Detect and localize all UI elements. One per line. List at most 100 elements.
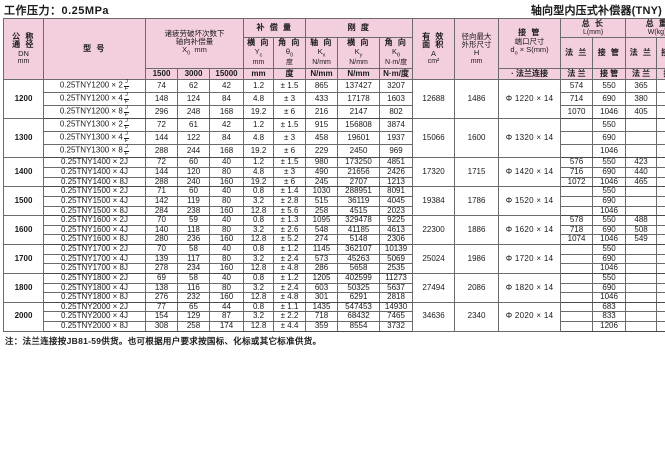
cell-nozzle-size: Φ 1320 × 14 bbox=[498, 118, 562, 159]
cell-x15000: 168 bbox=[208, 144, 245, 159]
cell-model: 0.25TNY1500 × 2J bbox=[43, 186, 146, 197]
cell-theta: ± 2.8 bbox=[273, 195, 307, 207]
col-comp-lateral-unit: mm bbox=[243, 67, 275, 81]
table-row: 0.25TNY1400 × 8J 288 240 160 19.2 ± 6 245 2707 1… bbox=[4, 176, 665, 188]
cell-radial-dimension: 1986 bbox=[454, 244, 500, 274]
cell-model: 0.25TNY1800 × 8J bbox=[43, 292, 146, 303]
col-stiffness-group: 刚 度 bbox=[305, 17, 414, 39]
cell-weight-flange bbox=[625, 292, 658, 303]
cell-length-flange bbox=[560, 253, 594, 265]
cell-length-flange: 714 bbox=[560, 92, 594, 107]
cell-weight-tube: 250 bbox=[656, 118, 665, 133]
cell-nozzle-size: Φ 1420 × 14 bbox=[498, 157, 562, 188]
table-row: 1600 0.25TNY1600 × 2J 70 59 40 0.8 ± 1.3 1095 32… bbox=[3, 215, 665, 246]
cell-x15000: 40 bbox=[208, 244, 245, 255]
cell-nozzle-size: Φ 1620 × 14 bbox=[498, 215, 562, 246]
cell-dn: 1800 bbox=[3, 272, 44, 303]
cell-ktheta: 2818 bbox=[379, 292, 414, 303]
cell-length-tube: 550 bbox=[592, 79, 627, 94]
cell-x1500: 71 bbox=[145, 186, 178, 197]
table-row: 0.25TNY1800 × 8J 276 232 160 12.8 ± 4.8 301 629… bbox=[4, 292, 665, 303]
cell-x3000: 62 bbox=[177, 79, 210, 94]
cell-weight-flange bbox=[625, 301, 658, 313]
cell-ky: 6291 bbox=[337, 292, 381, 303]
cell-ktheta: 3732 bbox=[379, 321, 414, 332]
cell-length-tube: 1206 bbox=[592, 321, 627, 332]
cell-yc: 0.8 bbox=[243, 272, 275, 284]
cell-nozzle-size: Φ 1820 × 14 bbox=[498, 272, 562, 303]
cell-radial-dimension: 1715 bbox=[454, 157, 500, 188]
cell-weight-flange bbox=[625, 244, 658, 255]
cell-ktheta: 1937 bbox=[379, 131, 414, 146]
cell-weight-flange bbox=[625, 144, 658, 159]
col-nozzle-flange-note: · 法兰连接 bbox=[498, 67, 562, 81]
cell-ky: 17178 bbox=[337, 92, 381, 107]
cell-kx: 286 bbox=[305, 263, 339, 274]
table-row: 1700 0.25TNY1700 × 2J 70 58 40 0.8 ± 1.2 1145 36… bbox=[3, 244, 665, 274]
cell-ky: 21656 bbox=[337, 167, 381, 178]
cell-weight-tube: 335 bbox=[656, 205, 665, 217]
page-title: 轴向型内压式补偿器(TNY) bbox=[530, 5, 662, 17]
col-length-group: 总 长 L(mm) bbox=[560, 17, 627, 39]
cell-length-flange: 1072 bbox=[560, 176, 594, 188]
cell-length-tube: 550 bbox=[592, 272, 627, 284]
cell-weight-flange: 405 bbox=[625, 105, 658, 120]
cell-x15000: 42 bbox=[208, 79, 245, 94]
col-length-flange: 法 兰 bbox=[560, 37, 594, 69]
cell-ktheta: 802 bbox=[379, 105, 414, 120]
top-caption-bar: 工作压力：0.25MPa 轴向型内压式补偿器(TNY) bbox=[0, 0, 665, 18]
cell-yc: 4.8 bbox=[243, 92, 275, 107]
table-row: 1200 0.25TNY1200 × 2 J F 74 62 42 1.2 ± 1.5 865 13… bbox=[3, 79, 665, 120]
cell-ktheta: 9225 bbox=[379, 215, 414, 226]
cell-theta: ± 4.8 bbox=[273, 263, 307, 274]
cell-yc: 4.8 bbox=[243, 167, 275, 178]
cell-kx: 216 bbox=[305, 105, 339, 120]
cell-x3000: 59 bbox=[177, 215, 210, 226]
col-stiff-lateral: 横 向 Ky N/mm bbox=[337, 37, 381, 69]
cell-ktheta: 2535 bbox=[379, 263, 414, 274]
cell-length-tube: 690 bbox=[592, 195, 627, 207]
cell-weight-flange: 440 bbox=[625, 167, 658, 178]
cell-length-tube: 550 bbox=[592, 244, 627, 255]
cell-x1500: 296 bbox=[145, 105, 178, 120]
cell-length-flange: 1074 bbox=[560, 234, 594, 246]
cell-kx: 458 bbox=[305, 131, 339, 146]
col-fatigue-group: 诸疲劳破坏次数下 轴向补偿量 X0 mm bbox=[144, 18, 245, 69]
cell-ktheta: 4045 bbox=[379, 195, 414, 207]
cell-theta: ± 3 bbox=[273, 167, 307, 178]
cell-theta: ± 3 bbox=[273, 92, 307, 107]
cell-weight-flange: 488 bbox=[625, 215, 658, 226]
col-stiff-axial: 轴 向 Kx N/mm bbox=[305, 37, 339, 69]
cell-nozzle-size: Φ 1520 × 14 bbox=[498, 186, 562, 217]
cell-weight-flange: 465 bbox=[625, 176, 658, 188]
cell-yc: 12.8 bbox=[243, 263, 275, 274]
cell-theta: ± 1.5 bbox=[273, 118, 307, 133]
cell-length-flange bbox=[560, 263, 594, 274]
cell-weight-flange: 549 bbox=[625, 234, 658, 246]
col-stiff-angular-unit: N·m/度 bbox=[379, 67, 414, 81]
cell-x1500: 142 bbox=[145, 195, 178, 207]
cell-ky: 19601 bbox=[337, 131, 381, 146]
cell-effective-area: 12688 bbox=[412, 79, 456, 120]
cell-kx: 515 bbox=[305, 195, 339, 207]
cell-theta: ± 4.8 bbox=[273, 292, 307, 303]
col-nozzle-group: 接 管 端口尺寸 do × S(mm) bbox=[498, 18, 562, 69]
cell-x1500: 70 bbox=[145, 244, 178, 255]
cell-ky: 362107 bbox=[337, 244, 381, 255]
cell-theta: ± 4.4 bbox=[273, 321, 307, 332]
cell-yc: 0.8 bbox=[243, 186, 275, 197]
cell-x1500: 144 bbox=[145, 131, 178, 146]
cell-x3000: 58 bbox=[177, 244, 210, 255]
cell-length-flange bbox=[560, 321, 594, 332]
cell-effective-area: 17320 bbox=[412, 157, 456, 188]
cell-length-flange bbox=[560, 301, 594, 313]
col-cycles-3000: 3000 bbox=[177, 67, 210, 81]
table-row: 0.25TNY1200 × 4 J F 148 124 84 4.8 ± 3 433 17178 1… bbox=[4, 92, 665, 107]
cell-length-flange: 716 bbox=[560, 167, 594, 178]
